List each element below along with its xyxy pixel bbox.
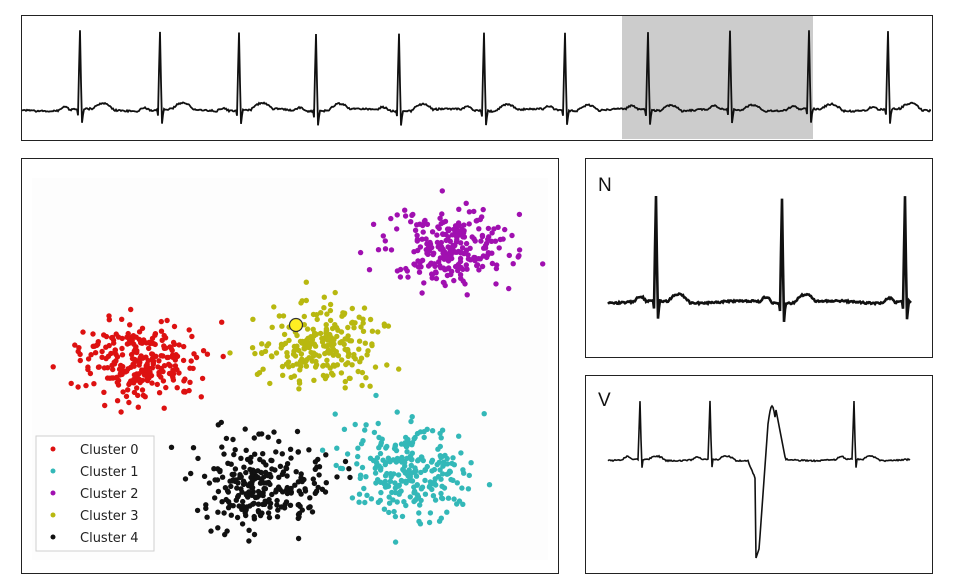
normal-beat-panel: N [585,158,933,358]
ventricular-beat-panel: V [585,375,933,574]
cluster-scatter-panel [21,158,559,574]
selected-window-highlight[interactable] [622,16,813,139]
ecg-strip-panel [21,15,933,141]
normal-beat-plot: N [598,175,912,323]
ecg-strip-trace [22,30,931,126]
ventricular-beat-plot: V [598,390,911,559]
ventricular-beat-label: V [598,390,611,411]
normal-beat-label: N [598,175,612,196]
ventricular-beat-trace [607,400,911,559]
ecg-strip [22,16,931,139]
normal-beat-trace [607,195,912,323]
